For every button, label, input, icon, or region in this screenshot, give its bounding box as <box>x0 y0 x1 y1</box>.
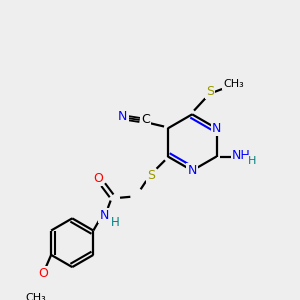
Text: CH₃: CH₃ <box>223 79 244 89</box>
Text: N: N <box>118 110 128 123</box>
Text: NH: NH <box>232 149 250 162</box>
Text: S: S <box>147 169 155 182</box>
Text: N: N <box>99 209 109 222</box>
Text: N: N <box>212 122 221 135</box>
Text: C: C <box>141 113 150 127</box>
Text: O: O <box>94 172 103 184</box>
Text: O: O <box>39 267 49 280</box>
Text: N: N <box>188 164 197 177</box>
Text: CH₃: CH₃ <box>26 293 46 300</box>
Text: H: H <box>248 156 256 166</box>
Text: H: H <box>111 216 120 229</box>
Text: S: S <box>206 85 214 98</box>
